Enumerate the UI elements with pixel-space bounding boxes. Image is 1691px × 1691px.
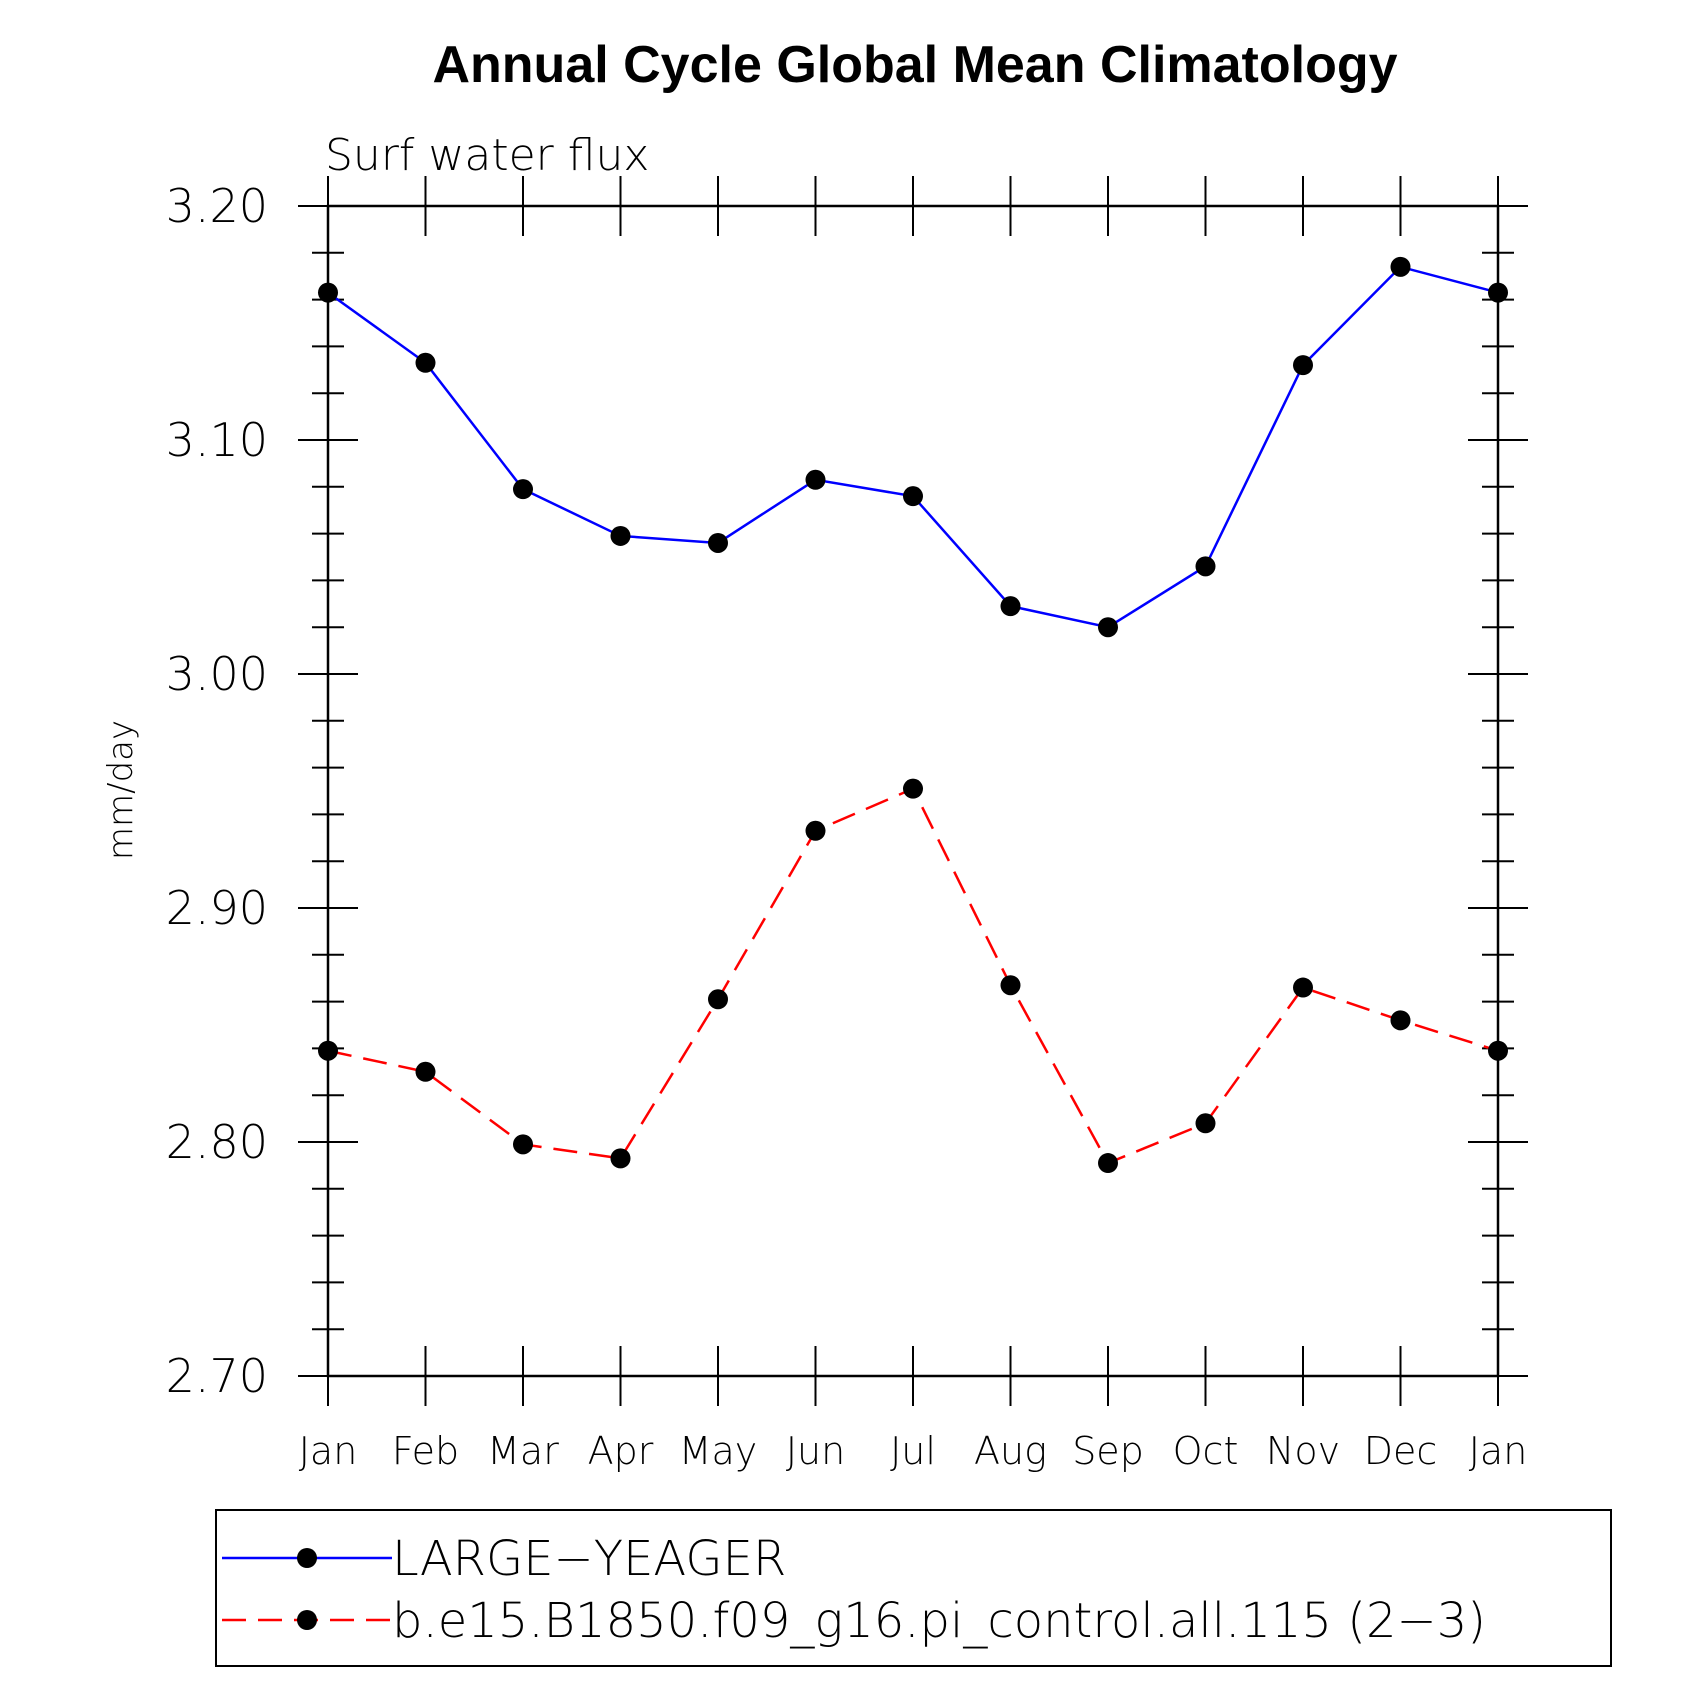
x-tick-label: Sep <box>1072 1429 1144 1473</box>
axes: 3.20 3.10 3.00 2.90 2.80 2.70 Jan Feb Mar Apr May J… <box>166 176 1528 1473</box>
data-point <box>610 1148 631 1169</box>
data-point <box>513 479 533 500</box>
x-tick-label: Oct <box>1173 1429 1239 1473</box>
data-point <box>1195 556 1216 577</box>
x-tick-label: May <box>679 1429 758 1473</box>
y-tick-label: 2.80 <box>166 1115 268 1169</box>
data-point <box>415 1061 436 1082</box>
legend: LARGE−YEAGER b.e15.B1850.f09_g16.pi_contr… <box>215 1509 1612 1667</box>
x-tick-label: Mar <box>487 1429 559 1473</box>
data-point <box>1488 1040 1508 1061</box>
legend-label: LARGE−YEAGER <box>392 1531 786 1587</box>
legend-label: b.e15.B1850.f09_g16.pi_control.all.115 (… <box>392 1593 1486 1649</box>
data-point <box>1293 355 1313 376</box>
y-tick-label: 3.00 <box>166 647 268 701</box>
data-point <box>903 486 923 507</box>
data-point <box>318 282 338 303</box>
x-tick-label: Jul <box>890 1429 936 1473</box>
x-tick-label: Jan <box>299 1429 358 1473</box>
y-tick-label: 2.70 <box>166 1349 268 1403</box>
chart-title: Annual Cycle Global Mean Climatology <box>432 36 1397 94</box>
data-point <box>903 778 923 799</box>
data-point <box>513 1134 533 1155</box>
data-point <box>1390 1010 1411 1031</box>
data-point <box>1293 977 1313 998</box>
data-point <box>805 469 826 490</box>
series-line <box>327 265 1499 629</box>
x-tick-label: Jun <box>786 1429 845 1473</box>
series-2 <box>318 778 1508 1174</box>
x-tick-label: Jan <box>1469 1429 1528 1473</box>
x-tick-label: Feb <box>392 1429 459 1473</box>
y-axis-label: mm/day <box>101 720 141 860</box>
x-tick-label: Nov <box>1266 1429 1340 1473</box>
data-point <box>805 820 826 841</box>
data-point <box>1195 1113 1216 1134</box>
series-line <box>327 787 1499 1165</box>
x-tick-label: Apr <box>588 1429 654 1473</box>
data-point <box>1098 617 1118 638</box>
series-layer <box>318 256 1508 1174</box>
x-tick-label: Aug <box>974 1429 1047 1473</box>
data-point <box>708 989 728 1010</box>
data-point <box>1390 256 1411 277</box>
data-point <box>708 532 728 553</box>
y-tick-label: 2.90 <box>166 881 268 935</box>
legend-marker <box>297 1548 317 1568</box>
legend-marker <box>297 1610 317 1630</box>
y-tick-label: 3.20 <box>166 179 268 233</box>
data-point <box>318 1040 338 1061</box>
data-point <box>610 525 631 546</box>
x-tick-label: Dec <box>1364 1429 1438 1473</box>
data-point <box>1488 282 1508 303</box>
data-point <box>1098 1153 1118 1174</box>
data-point <box>415 352 436 373</box>
data-point <box>1000 975 1021 996</box>
y-tick-label: 3.10 <box>166 413 268 467</box>
chart-subtitle: Surf water flux <box>325 130 649 181</box>
legend-frame <box>215 1509 1612 1667</box>
data-point <box>1000 596 1021 617</box>
series-1 <box>318 256 1508 638</box>
